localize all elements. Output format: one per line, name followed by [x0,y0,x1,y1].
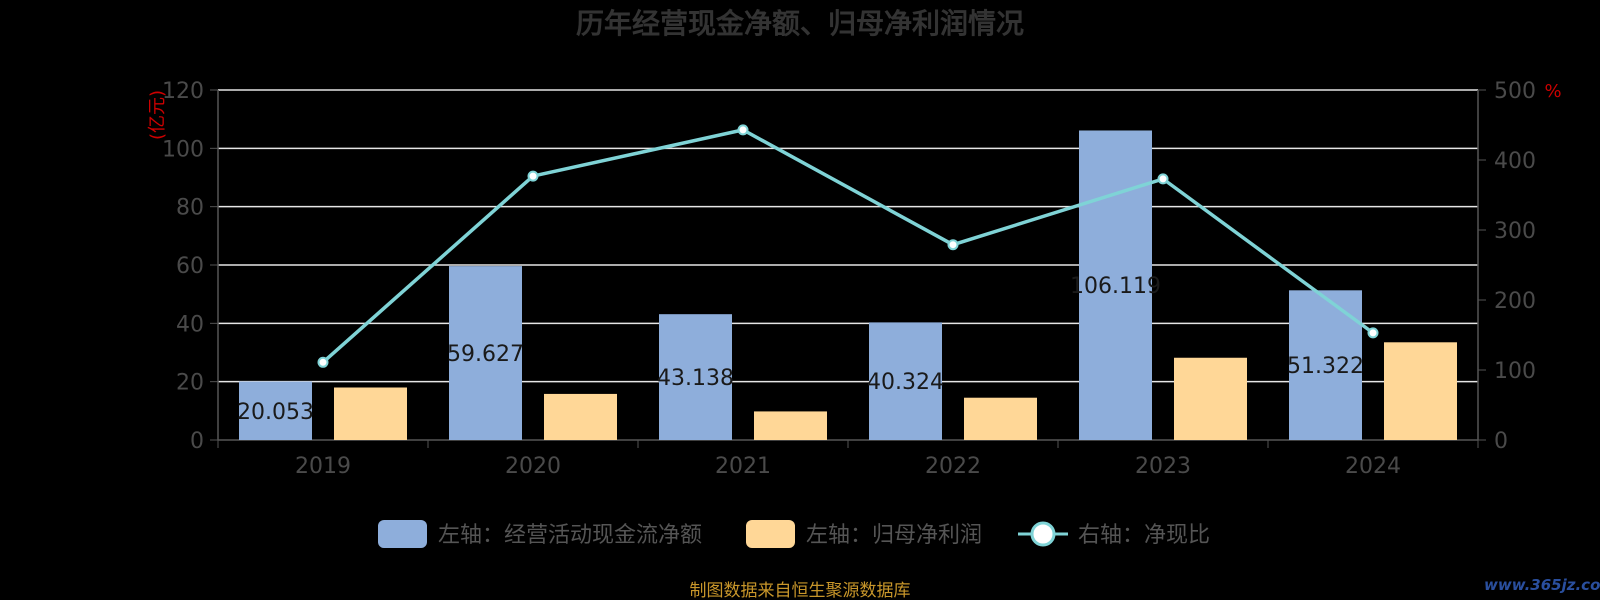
x-axis-tick-label: 2021 [715,454,771,479]
watermark: www.365jz.com [1484,576,1600,594]
x-axis-tick-label: 2023 [1135,454,1191,479]
ratio-point [1367,327,1379,339]
left-axis-tick-label: 120 [162,79,204,104]
bar-netprofit [544,393,617,440]
right-axis-tick-label: 0 [1494,429,1508,454]
chart-title: 历年经营现金净额、归母净利润情况 [576,7,1024,40]
right-axis-tick-label: 200 [1494,289,1536,314]
ratio-line-path [321,128,1375,364]
left-axis-tick-label: 40 [176,312,204,337]
bar-data-label: 40.324 [867,370,944,395]
data-labels: 20.053 59.627 43.138 40.324 106.119 51.322 [237,274,1364,425]
x-axis-tick-label: 2019 [295,454,351,479]
source-note: 制图数据来自恒生聚源数据库 [690,581,911,600]
ratio-point [737,124,749,136]
right-axis-tick-label: 300 [1494,219,1536,244]
bar-cashflow [239,381,312,440]
left-axis-unit: (亿元) [147,90,168,140]
bar-data-label: 106.119 [1070,274,1161,299]
right-axis-tick-label: 500 [1494,79,1536,104]
ratio-point [1157,173,1169,185]
ratio-point [527,170,539,182]
left-axis-tick-label: 0 [190,429,204,454]
left-axis-tick-label: 100 [162,137,204,162]
legend-swatch-bar [378,520,427,548]
ratio-line [317,124,1379,368]
legend-swatch-marker [1030,521,1056,547]
bar-data-label: 51.322 [1287,354,1364,379]
right-axis-unit: % [1544,81,1561,102]
bar-netprofit [334,387,407,440]
bar-netprofit [754,411,827,440]
bar-cashflow [449,266,522,440]
bar-netprofit [964,397,1037,440]
legend-swatch-bar [746,520,795,548]
bar-cashflow [1079,130,1152,440]
legend-label: 左轴：经营活动现金流净额 [438,523,702,548]
bar-data-label: 43.138 [657,366,734,391]
ratio-point [317,356,329,368]
ratio-point [947,239,959,251]
bar-netprofit [1174,357,1247,440]
bar-cashflow [659,314,732,440]
axes: 0 20 40 60 80 100 120 0 100 200 300 400 500 2019 2020 2… [162,79,1536,479]
right-axis-tick-label: 100 [1494,359,1536,384]
legend: 左轴：经营活动现金流净额 左轴：归母净利润 右轴：净现比 [378,520,1210,548]
x-axis-tick-label: 2020 [505,454,561,479]
bar-cashflow [869,322,942,440]
bar-data-label: 20.053 [237,400,314,425]
left-axis-tick-label: 80 [176,196,204,221]
gridlines [218,89,1478,383]
left-axis-tick-label: 60 [176,254,204,279]
bar-data-label: 59.627 [447,342,524,367]
legend-label: 左轴：归母净利润 [806,523,982,548]
left-axis-tick-label: 20 [176,371,204,396]
right-axis-tick-label: 400 [1494,149,1536,174]
bar-netprofit [1384,342,1457,440]
x-axis-tick-label: 2022 [925,454,981,479]
bars [239,130,1457,440]
legend-label: 右轴：净现比 [1078,523,1210,548]
x-axis-tick-label: 2024 [1345,454,1401,479]
